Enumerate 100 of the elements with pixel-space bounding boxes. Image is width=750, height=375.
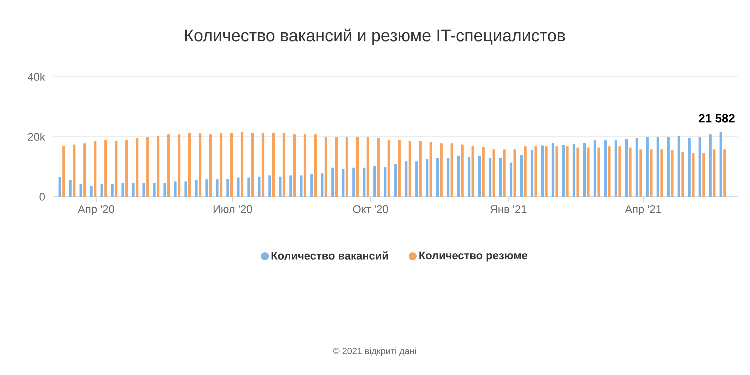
- bar: [720, 132, 722, 197]
- bar: [342, 169, 345, 197]
- bar: [300, 176, 303, 197]
- bar: [545, 146, 548, 197]
- bar: [115, 140, 118, 197]
- chart-title: Количество вакансий и резюме IT-специалистов: [185, 28, 566, 46]
- bar: [667, 137, 670, 197]
- x-tick-label: Окт '20: [353, 206, 388, 214]
- bar: [69, 180, 72, 197]
- bar: [468, 157, 471, 197]
- bar: [206, 180, 208, 197]
- x-tick-label: Янв '21: [490, 206, 527, 214]
- bar: [184, 182, 188, 197]
- bar: [671, 150, 674, 197]
- bar: [562, 145, 566, 197]
- bar: [104, 140, 108, 197]
- bar: [122, 183, 124, 197]
- bar: [503, 150, 506, 197]
- bar: [514, 150, 516, 197]
- bar: [174, 182, 177, 197]
- bar: [541, 146, 544, 197]
- bar: [226, 179, 230, 197]
- bar: [472, 146, 474, 197]
- bar: [168, 134, 170, 197]
- bar: [646, 137, 649, 197]
- bar: [566, 146, 569, 197]
- bar: [216, 180, 219, 197]
- bar: [94, 141, 97, 197]
- bar: [268, 176, 272, 197]
- bar: [146, 137, 150, 197]
- bar: [660, 150, 664, 197]
- bar: [332, 168, 334, 197]
- bar: [157, 136, 160, 197]
- bar: [416, 162, 418, 197]
- bar: [363, 168, 366, 197]
- bar: [598, 148, 600, 197]
- bar: [614, 140, 618, 197]
- bar: [702, 153, 706, 197]
- bar: [426, 160, 429, 197]
- bar: [430, 142, 432, 197]
- bar: [650, 150, 653, 197]
- bar: [713, 150, 716, 197]
- bar: [629, 148, 632, 197]
- bar: [111, 184, 114, 197]
- bar: [374, 166, 376, 197]
- bar: [478, 156, 482, 197]
- bar: [552, 143, 555, 197]
- bar: [583, 143, 586, 197]
- bar: [534, 146, 538, 197]
- bar: [58, 177, 62, 197]
- y-tick-label: 0: [40, 193, 46, 201]
- bar: [594, 140, 597, 197]
- bar: [447, 158, 450, 197]
- bar: [188, 133, 192, 197]
- bar: [384, 167, 387, 197]
- text: © 2021 відкриті дані: [333, 348, 416, 356]
- bar: [692, 153, 695, 197]
- bar: [73, 144, 76, 197]
- bar: [279, 176, 282, 197]
- bar: [251, 133, 254, 197]
- bar: [209, 134, 212, 197]
- bar: [153, 183, 156, 197]
- bar: [352, 168, 356, 197]
- bar: [608, 146, 611, 197]
- bar: [164, 183, 166, 197]
- bar: [262, 133, 265, 197]
- bar: [461, 144, 464, 197]
- bar: [724, 150, 726, 197]
- bar: [636, 138, 638, 197]
- bar: [499, 158, 502, 197]
- bar: [356, 137, 359, 197]
- bar: [142, 183, 146, 197]
- bar: [576, 148, 580, 197]
- bar: [220, 133, 223, 197]
- bar: [709, 134, 712, 197]
- bar: [366, 137, 370, 197]
- bar: [408, 141, 412, 197]
- bar: [178, 134, 181, 197]
- bar: [324, 137, 328, 197]
- bar: [482, 147, 485, 197]
- bar: [698, 137, 702, 197]
- bar: [556, 146, 558, 197]
- y-tick-label: 40k: [28, 72, 46, 82]
- bar: [230, 133, 234, 197]
- bar: [656, 137, 660, 197]
- bar: [618, 146, 622, 197]
- bar: [237, 178, 240, 197]
- bar: [625, 139, 628, 197]
- bar: [195, 180, 198, 197]
- bar: [572, 144, 576, 197]
- bar: [80, 184, 82, 197]
- bar: [377, 138, 380, 197]
- bar: [335, 137, 338, 197]
- bar: [458, 156, 460, 197]
- bar: [321, 174, 324, 197]
- bar: [136, 138, 139, 197]
- bar: [394, 164, 398, 197]
- bar: [405, 162, 408, 197]
- x-tick-label: Апр '21: [625, 206, 662, 216]
- bar: [419, 141, 422, 197]
